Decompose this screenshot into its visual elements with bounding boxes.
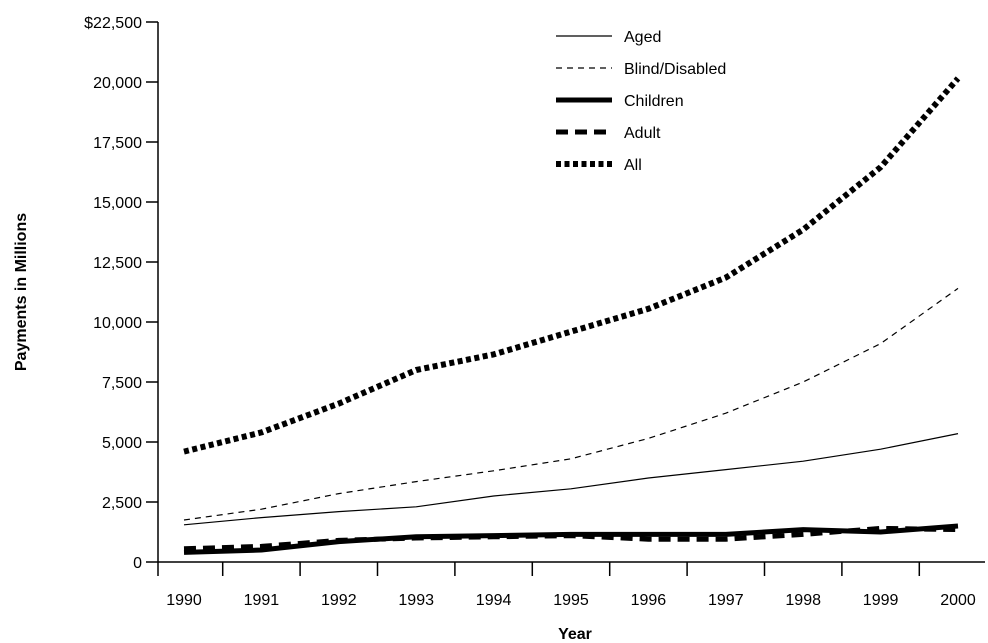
x-tick-label: 1997 bbox=[708, 592, 744, 609]
x-tick-label: 1993 bbox=[398, 592, 434, 609]
y-tick-label: 20,000 bbox=[93, 75, 142, 92]
y-tick-label: 10,000 bbox=[93, 315, 142, 332]
series-line-aged bbox=[183, 433, 959, 526]
y-tick-label: 2,500 bbox=[102, 495, 142, 512]
series-line-adult bbox=[183, 525, 959, 552]
legend-label: All bbox=[624, 157, 642, 174]
y-axis: 0 2,500 5,000 7,500 10,000 12,500 15,000 17,500… bbox=[84, 15, 159, 572]
x-tick-label: 1994 bbox=[476, 592, 512, 609]
x-tick-label: 1996 bbox=[631, 592, 667, 609]
y-tick-label: 12,500 bbox=[93, 255, 142, 272]
legend-label: Blind/Disabled bbox=[624, 61, 726, 78]
legend-label: Children bbox=[624, 93, 684, 110]
x-axis-title: Year bbox=[558, 626, 592, 643]
y-tick-label: 15,000 bbox=[93, 195, 142, 212]
x-tick-label: 1991 bbox=[244, 592, 280, 609]
series-line-children bbox=[183, 523, 959, 555]
y-axis-title: Payments in Millions bbox=[13, 213, 30, 371]
y-tick-label: $22,500 bbox=[84, 15, 142, 32]
legend-label: Adult bbox=[624, 125, 661, 142]
y-tick-label: 0 bbox=[133, 555, 142, 572]
y-tick-label: 5,000 bbox=[102, 435, 142, 452]
x-tick-label: 1990 bbox=[166, 592, 202, 609]
x-tick-label: 2000 bbox=[940, 592, 976, 609]
series-line-all bbox=[183, 76, 961, 455]
legend: Aged Blind/Disabled Children Adult All bbox=[556, 29, 726, 174]
x-tick-label: 1995 bbox=[553, 592, 589, 609]
legend-label: Aged bbox=[624, 29, 661, 46]
y-tick-label: 17,500 bbox=[93, 135, 142, 152]
series-line-blind-disabled bbox=[183, 287, 959, 521]
x-tick-label: 1999 bbox=[863, 592, 899, 609]
x-tick-label: 1992 bbox=[321, 592, 357, 609]
x-tick-label: 1998 bbox=[785, 592, 821, 609]
y-tick-label: 7,500 bbox=[102, 375, 142, 392]
series-lines bbox=[183, 76, 961, 555]
x-axis: 1990 1991 1992 1993 1994 1995 1996 1997 1998 1999… bbox=[157, 561, 985, 609]
